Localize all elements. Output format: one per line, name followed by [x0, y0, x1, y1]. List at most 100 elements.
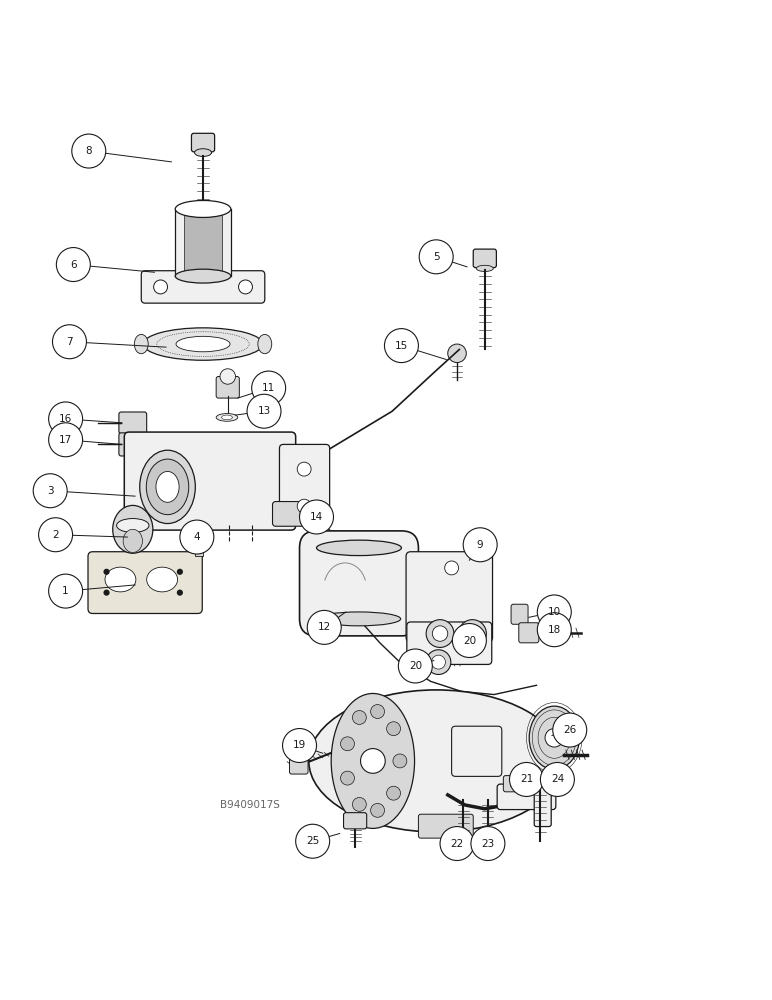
Ellipse shape: [317, 540, 401, 556]
Circle shape: [510, 762, 543, 796]
Ellipse shape: [123, 529, 142, 552]
Circle shape: [296, 824, 330, 858]
Circle shape: [545, 729, 564, 747]
Text: 25: 25: [306, 836, 320, 846]
Text: 16: 16: [59, 414, 73, 424]
Text: 24: 24: [550, 774, 564, 784]
Circle shape: [49, 402, 83, 436]
Text: 14: 14: [310, 512, 323, 522]
FancyBboxPatch shape: [141, 271, 265, 303]
FancyBboxPatch shape: [124, 432, 296, 530]
Circle shape: [455, 839, 471, 854]
Circle shape: [462, 636, 476, 650]
FancyBboxPatch shape: [119, 433, 147, 456]
Circle shape: [432, 626, 448, 641]
Ellipse shape: [144, 328, 262, 360]
Circle shape: [154, 280, 168, 294]
Circle shape: [452, 624, 486, 657]
FancyBboxPatch shape: [473, 249, 496, 268]
Circle shape: [448, 344, 466, 363]
FancyBboxPatch shape: [503, 776, 522, 792]
Circle shape: [537, 595, 571, 629]
Bar: [184, 211, 222, 272]
Circle shape: [340, 771, 354, 785]
Circle shape: [103, 590, 110, 596]
Circle shape: [398, 649, 432, 683]
Circle shape: [457, 630, 482, 655]
Circle shape: [426, 650, 451, 674]
Circle shape: [361, 749, 385, 773]
Text: 3: 3: [47, 486, 53, 496]
Ellipse shape: [317, 612, 401, 626]
FancyBboxPatch shape: [407, 622, 492, 664]
Ellipse shape: [105, 567, 136, 592]
Ellipse shape: [175, 269, 231, 283]
FancyBboxPatch shape: [191, 133, 215, 152]
Circle shape: [307, 610, 341, 644]
Circle shape: [33, 474, 67, 508]
FancyBboxPatch shape: [497, 784, 556, 810]
Text: 22: 22: [450, 839, 464, 849]
Text: 1: 1: [63, 586, 69, 596]
Text: 23: 23: [481, 839, 495, 849]
Circle shape: [371, 705, 384, 718]
Circle shape: [480, 839, 496, 854]
Circle shape: [445, 561, 459, 575]
Circle shape: [177, 569, 183, 575]
Text: 6: 6: [70, 260, 76, 270]
Circle shape: [247, 394, 281, 428]
FancyBboxPatch shape: [88, 552, 202, 613]
FancyBboxPatch shape: [534, 785, 551, 827]
Circle shape: [387, 722, 401, 736]
Circle shape: [340, 737, 354, 751]
Ellipse shape: [140, 450, 195, 524]
Ellipse shape: [176, 336, 230, 352]
Text: 15: 15: [394, 341, 408, 351]
Text: 17: 17: [59, 435, 73, 445]
Circle shape: [537, 613, 571, 647]
Circle shape: [180, 520, 214, 554]
Circle shape: [419, 240, 453, 274]
FancyBboxPatch shape: [519, 623, 539, 643]
Ellipse shape: [309, 690, 564, 832]
Ellipse shape: [222, 415, 232, 420]
Circle shape: [239, 280, 252, 294]
Text: 4: 4: [194, 532, 200, 542]
FancyBboxPatch shape: [290, 757, 308, 774]
Ellipse shape: [216, 414, 238, 421]
Circle shape: [297, 462, 311, 476]
Text: B9409017S: B9409017S: [220, 800, 280, 810]
Circle shape: [52, 325, 86, 359]
Circle shape: [384, 329, 418, 363]
Text: 20: 20: [462, 636, 476, 646]
Bar: [195, 550, 203, 556]
FancyBboxPatch shape: [344, 813, 367, 829]
FancyBboxPatch shape: [273, 502, 306, 526]
Bar: [175, 209, 231, 276]
Ellipse shape: [195, 149, 212, 156]
Circle shape: [463, 528, 497, 562]
Circle shape: [540, 762, 574, 796]
Text: 9: 9: [477, 540, 483, 550]
Ellipse shape: [529, 706, 579, 769]
Text: 21: 21: [520, 774, 533, 784]
Circle shape: [352, 797, 366, 811]
Circle shape: [103, 569, 110, 575]
Circle shape: [300, 500, 334, 534]
Text: 12: 12: [317, 622, 331, 632]
Text: 18: 18: [547, 625, 561, 635]
Ellipse shape: [331, 693, 415, 828]
Text: 19: 19: [293, 740, 306, 750]
FancyBboxPatch shape: [418, 814, 473, 838]
Circle shape: [471, 827, 505, 861]
Circle shape: [465, 626, 480, 641]
Circle shape: [177, 590, 183, 596]
Circle shape: [553, 713, 587, 747]
Text: 2: 2: [52, 530, 59, 540]
Text: 5: 5: [433, 252, 439, 262]
Circle shape: [371, 803, 384, 817]
Circle shape: [49, 423, 83, 457]
Circle shape: [393, 754, 407, 768]
Text: 7: 7: [66, 337, 73, 347]
Text: 10: 10: [547, 607, 561, 617]
